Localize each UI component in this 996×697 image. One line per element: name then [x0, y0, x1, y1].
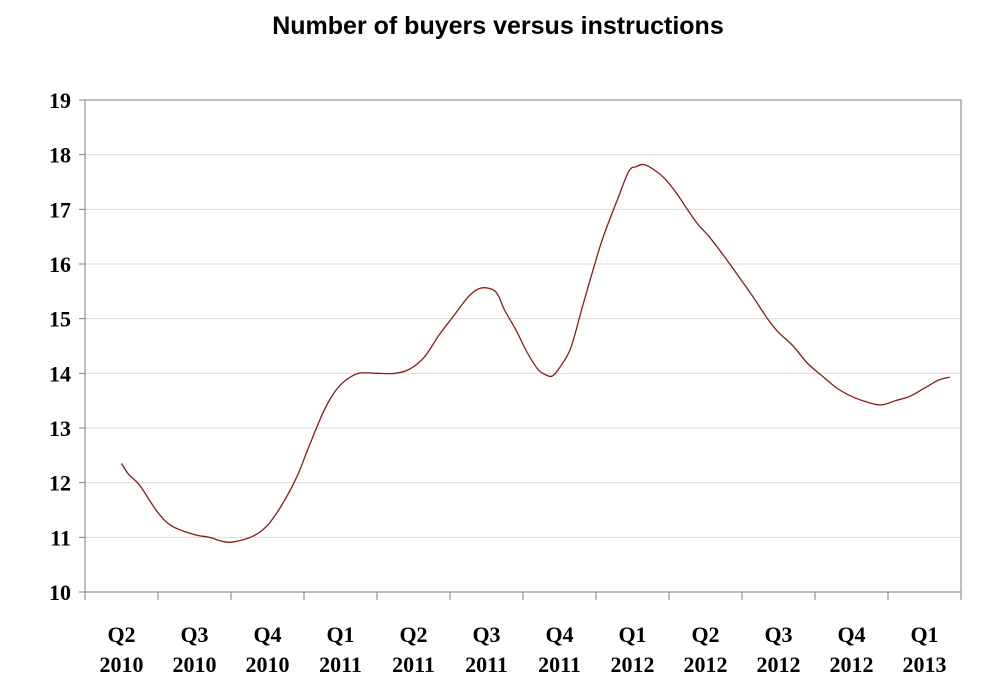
gridlines [85, 99, 961, 538]
x-tick-label-year: 2012 [611, 652, 655, 677]
x-tick-label-quarter: Q1 [618, 622, 646, 647]
x-tick-label-quarter: Q2 [399, 622, 427, 647]
x-tick-label-year: 2011 [392, 652, 435, 677]
x-tick-label-year: 2013 [903, 652, 947, 677]
chart-title: Number of buyers versus instructions [272, 12, 724, 40]
plot-area-frame [84, 99, 962, 593]
y-tick-label: 13 [49, 416, 71, 441]
x-tick-label-quarter: Q3 [472, 622, 500, 647]
x-tick-label-quarter: Q1 [910, 622, 938, 647]
y-axis: 10 11 12 13 14 15 16 17 18 19 [49, 88, 85, 605]
x-tick-label-quarter: Q3 [180, 622, 208, 647]
x-tick-label-year: 2011 [538, 652, 581, 677]
x-tick-label-quarter: Q3 [764, 622, 792, 647]
x-tick-label-year: 2011 [319, 652, 362, 677]
y-tick-label: 15 [49, 307, 71, 332]
x-tick-label-year: 2012 [830, 652, 874, 677]
x-tick-label-year: 2010 [100, 652, 144, 677]
y-tick-label: 16 [49, 252, 71, 277]
x-tick-label-quarter: Q2 [691, 622, 719, 647]
x-tick-label-quarter: Q2 [107, 622, 135, 647]
y-tick-label: 12 [49, 471, 71, 496]
x-tick-label-year: 2010 [173, 652, 217, 677]
y-tick-label: 11 [50, 525, 71, 550]
x-tick-label-year: 2010 [246, 652, 290, 677]
series-layer [120, 163, 951, 543]
x-tick-label-year: 2012 [757, 652, 801, 677]
series-line [120, 163, 951, 543]
x-tick-label-quarter: Q4 [253, 622, 281, 647]
x-tick-label-year: 2012 [684, 652, 728, 677]
x-tick-label-quarter: Q1 [326, 622, 354, 647]
x-axis: Q2 2010 Q3 2010 Q4 2010 Q1 2011 Q2 2011 Q3 2011 Q4 20… [84, 592, 962, 677]
y-tick-label: 10 [49, 580, 71, 605]
y-tick-label: 14 [49, 361, 71, 386]
y-tick-label: 17 [49, 197, 71, 222]
y-tick-label: 18 [49, 143, 71, 168]
x-tick-label-year: 2011 [465, 652, 508, 677]
y-tick-label: 19 [49, 88, 71, 113]
x-tick-label-quarter: Q4 [837, 622, 865, 647]
x-tick-label-quarter: Q4 [545, 622, 573, 647]
